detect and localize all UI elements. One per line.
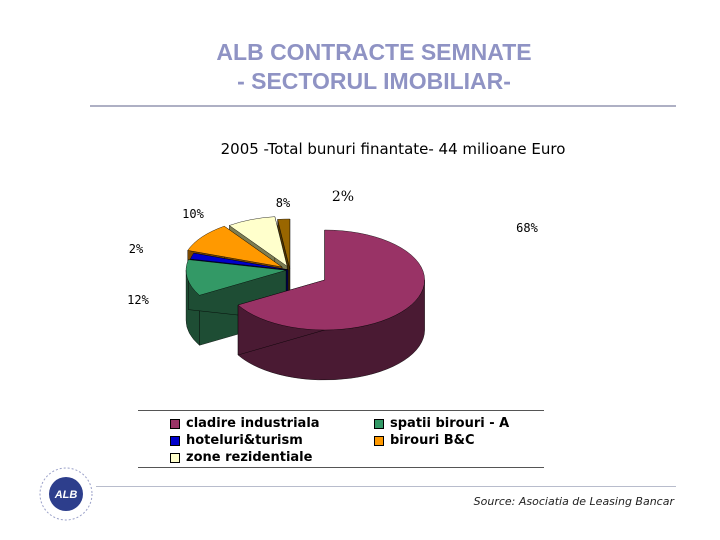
pie-slice-spatii-birouri-a	[185, 259, 287, 296]
footer-divider	[96, 486, 676, 487]
pie-slice-hoteluri-turism	[190, 252, 289, 270]
pie-slice-cladire-industriala	[237, 229, 425, 331]
slide-title-line-2: - SECTORUL IMOBILIAR-	[237, 68, 511, 94]
legend-item-hoteluri-turism: hoteluri&turism	[170, 433, 303, 448]
legend-swatch	[374, 435, 384, 446]
legend-label: spatii birouri - A	[390, 416, 510, 431]
pie-slice-unlabeled	[277, 218, 291, 270]
pie-slice-zone-rezidentiale	[228, 216, 288, 267]
pie-label-5: 2%	[332, 189, 354, 205]
source-note: Source: Asociatia de Leasing Bancar	[473, 495, 674, 508]
legend-swatch	[170, 452, 180, 463]
legend-label: hoteluri&turism	[186, 433, 303, 448]
pie-label-3: 10%	[182, 207, 204, 221]
slide-title: ALB CONTRACTE SEMNATE - SECTORUL IMOBILI…	[0, 38, 720, 96]
pie-label-1: 12%	[127, 293, 149, 307]
chart-title: 2005 -Total bunuri finantate- 44 milioan…	[220, 140, 566, 158]
pie-label-0: 68%	[516, 221, 538, 235]
legend-label: birouri B&C	[390, 433, 475, 448]
legend-item-spatii-birouri-a: spatii birouri - A	[374, 416, 509, 431]
title-divider	[90, 105, 676, 107]
logo-text: ALB	[54, 489, 78, 501]
legend-swatch	[170, 418, 180, 429]
chart-legend: cladire industriala spatii birouri - A h…	[138, 410, 544, 468]
legend-item-cladire-industriala: cladire industriala	[170, 416, 320, 431]
alb-logo: ALB	[39, 467, 93, 521]
legend-swatch	[374, 418, 384, 429]
pie-slice-birouri-b-c	[187, 225, 283, 268]
legend-label: zone rezidentiale	[186, 450, 313, 465]
legend-label: cladire industriala	[186, 416, 320, 431]
pie-label-4: 8%	[276, 196, 291, 210]
slide-title-line-1: ALB CONTRACTE SEMNATE	[216, 39, 532, 65]
legend-item-zone-rezidentiale: zone rezidentiale	[170, 450, 312, 465]
pie-label-2: 2%	[129, 242, 144, 256]
legend-swatch	[170, 435, 180, 446]
legend-item-birouri-bc: birouri B&C	[374, 433, 475, 448]
